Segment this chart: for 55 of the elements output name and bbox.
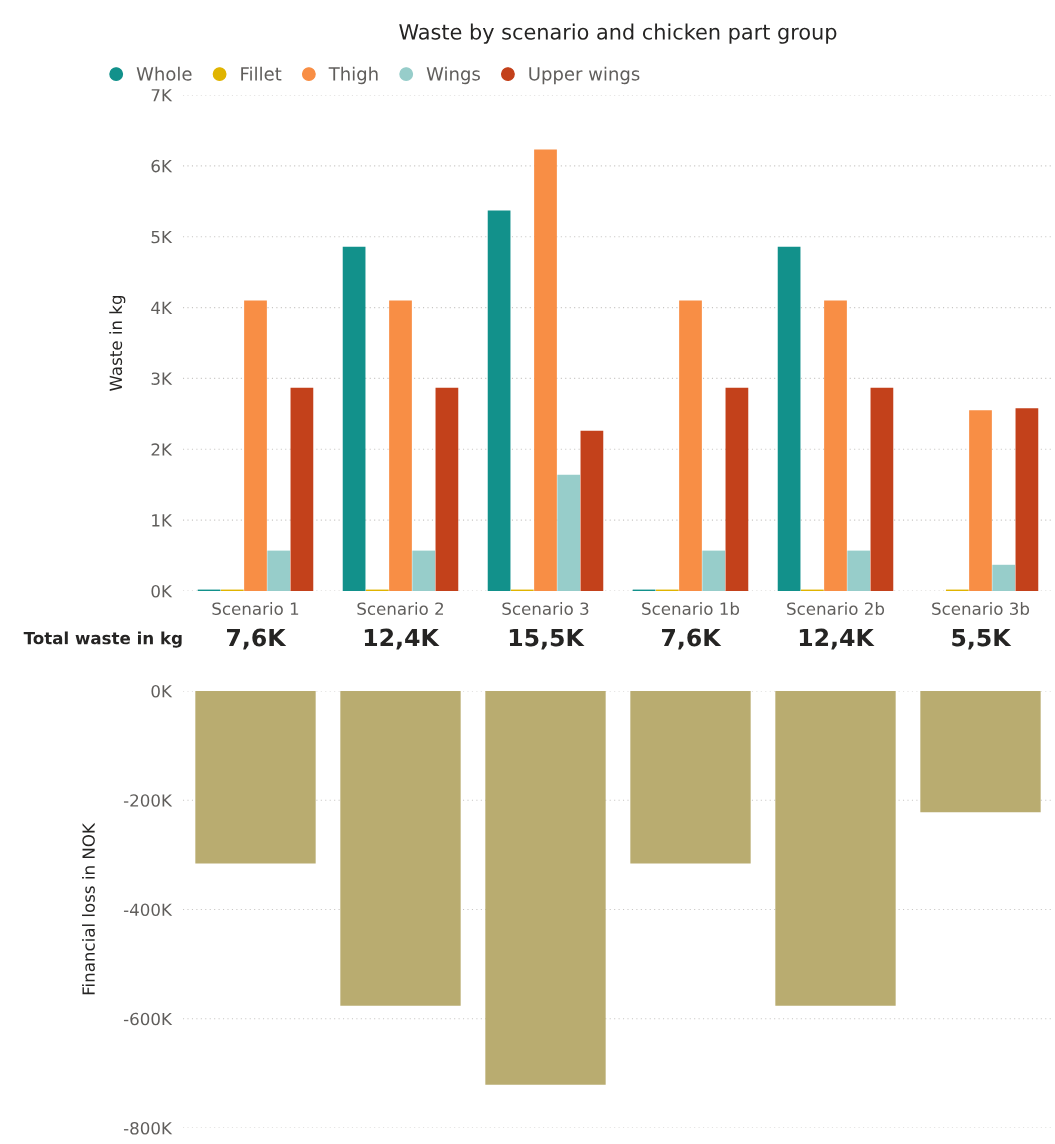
bar <box>992 564 1016 591</box>
legend-label: Whole <box>136 66 192 81</box>
x-tick-label: Scenario 2b <box>787 602 885 616</box>
text: Total waste in kg <box>23 631 182 648</box>
legend-label: Wings <box>426 66 480 85</box>
bar <box>412 550 436 591</box>
y-tick-label: -400K <box>123 903 173 917</box>
y-axis-title: Financial loss in NOK <box>82 822 95 995</box>
bar <box>1015 408 1039 591</box>
y-tick-label: 7K <box>151 89 173 102</box>
y-tick-label: -200K <box>123 794 173 807</box>
bar <box>824 300 847 591</box>
chart-title: Waste by scenario and chicken part group <box>399 23 837 44</box>
legend-label: Thigh <box>328 66 378 85</box>
text: 12,4K <box>799 628 875 650</box>
bar <box>702 550 726 591</box>
y-tick-label: 0K <box>151 684 173 698</box>
text: 7,6K <box>662 628 722 650</box>
x-tick-label: Scenario 3b <box>932 602 1030 616</box>
bar <box>777 246 801 591</box>
y-tick-label: 5K <box>151 230 173 244</box>
y-tick-label: -600K <box>123 1012 173 1026</box>
y-tick-label: 6K <box>151 159 173 173</box>
text: 12,4K <box>364 628 440 650</box>
y-tick-label: 4K <box>151 301 173 314</box>
y-tick-label: 1K <box>152 514 173 527</box>
x-tick-label: Scenario 1 <box>212 602 299 616</box>
y-tick-label: 3K <box>151 372 173 385</box>
text: 7,6K <box>227 628 287 650</box>
x-tick-label: Scenario 2 <box>357 602 444 616</box>
bar <box>487 210 511 591</box>
text: 15,5K <box>509 628 585 650</box>
x-tick-label: Scenario 1b <box>642 602 740 616</box>
y-tick-label: 0K <box>151 584 173 598</box>
legend-label: Upper wings <box>529 66 640 85</box>
bar <box>342 246 366 591</box>
bar <box>725 387 749 591</box>
bar <box>534 149 557 591</box>
bar <box>290 387 314 591</box>
bar <box>435 387 459 591</box>
bar <box>847 550 871 591</box>
x-tick-label: Scenario 3 <box>502 602 589 616</box>
bar <box>557 474 581 591</box>
bar <box>870 387 894 591</box>
bar <box>580 430 604 591</box>
text: 5,5K <box>952 628 1012 650</box>
legend-label: Fillet <box>241 66 282 81</box>
y-axis-title: Waste in kg <box>109 295 126 392</box>
bar <box>969 410 992 591</box>
y-tick-label: -800K <box>123 1121 173 1135</box>
y-tick-label: 2K <box>151 443 173 456</box>
bar <box>389 300 412 591</box>
bar <box>267 550 291 591</box>
bar <box>244 300 267 591</box>
bar <box>679 300 702 591</box>
